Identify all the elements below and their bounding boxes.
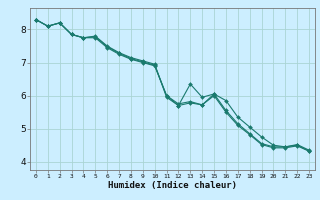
X-axis label: Humidex (Indice chaleur): Humidex (Indice chaleur) <box>108 181 237 190</box>
